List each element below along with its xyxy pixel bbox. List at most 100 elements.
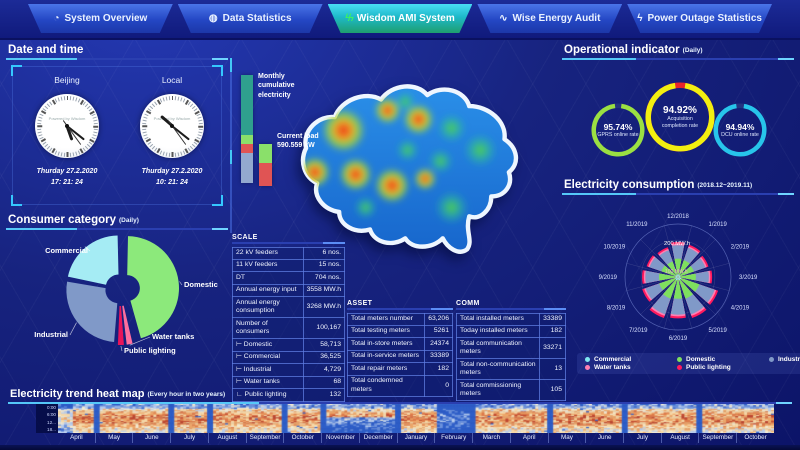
asset-title: ASSET	[347, 300, 373, 307]
legend-item-commercial[interactable]: Commercial	[585, 356, 673, 363]
legend-label: Commercial	[594, 356, 632, 363]
rose-wedge	[674, 258, 682, 277]
table-row: DT 704 nos.	[232, 271, 346, 285]
tab-system-overview[interactable]: ◔ System Overview	[28, 4, 173, 33]
table-row: ⊢ Domestic 58,713	[232, 338, 346, 352]
rose-month-label: 5/2019	[709, 328, 728, 334]
panel-title: Electricity consumption (2018.12~2019.11)	[564, 179, 753, 191]
vertical-rail	[230, 58, 232, 233]
current-load-value: 590.559 kW	[277, 142, 315, 150]
rose-month-label: 9/2019	[599, 275, 618, 281]
pie-slice-water-tanks[interactable]	[122, 305, 133, 345]
rose-month-label: 3/2019	[739, 275, 758, 281]
ring-value: 95.74%	[603, 121, 633, 132]
table-row: Total in-store meters 24374	[346, 337, 453, 351]
rose-wedge	[677, 274, 679, 277]
consumer-pie-chart: Domestic Water tanks Public lighting Indust…	[34, 235, 218, 355]
legend-dot	[585, 357, 590, 362]
rose-month-label: 7/2019	[629, 328, 648, 334]
legend-dot	[585, 365, 590, 370]
rose-wedge	[658, 273, 678, 281]
rose-wedge	[678, 277, 682, 280]
heatmap-month-label: July	[623, 433, 661, 443]
heatmap-month-label: April	[70, 434, 83, 441]
stats-icon: ◍	[208, 12, 218, 24]
ring-label: DCU online rate	[721, 131, 759, 138]
rose-month-label: 6/2019	[669, 336, 688, 342]
table-row: Annual energy input 3558 MW.h	[232, 283, 346, 298]
rose-month-label: 12/2018	[667, 214, 689, 220]
tab-data-statistics[interactable]: ◍ Data Statistics	[177, 4, 323, 33]
rose-wedge	[678, 260, 690, 277]
rose-wedge	[663, 277, 678, 299]
table-row: Total meters number 63,206	[346, 312, 453, 327]
pie-label-domestic: Domestic	[184, 280, 218, 289]
rose-wedge	[678, 277, 693, 299]
panel-underline	[6, 228, 228, 230]
pie-label-industrial: Industrial	[34, 330, 68, 339]
legend-item-water-tanks[interactable]: Water tanks	[585, 364, 673, 371]
rose-month-label: 4/2019	[731, 306, 750, 312]
asset-table: Total meters number 63,206 Total testing m…	[346, 312, 453, 397]
operational-indicator-panel: Operational indicator (Daily) 95.74% GPRS…	[562, 42, 794, 175]
country-heat-map	[300, 84, 519, 254]
scale-table-block: SCALE 22 kV feeders 6 nos. 11 kV feeders 15…	[232, 234, 346, 402]
table-row: Annual energy consumption 3268 MW.h	[232, 296, 346, 319]
table-row: ⊢ Industrial 4,729	[232, 363, 346, 377]
table-row: Total installed meters 33389	[455, 312, 566, 327]
chart-legend: Commercial Domestic Industrial Water tanks P…	[577, 353, 800, 374]
table-row: Today installed meters 182	[455, 324, 566, 339]
heatmap-month-axis: April May June July August September October No…	[58, 433, 774, 443]
table-row: Total testing meters 5261	[346, 324, 453, 339]
pie-slice-commercial[interactable]	[67, 235, 119, 285]
legend-item-domestic[interactable]: Domestic	[677, 356, 765, 363]
pie-label-commercial: Commercial	[45, 246, 88, 255]
rose-month-label: 1/2019	[709, 222, 728, 228]
tab-wise-energy-audit[interactable]: ∿ Wise Energy Audit	[477, 4, 623, 33]
rose-wedge	[678, 277, 700, 292]
pie-slice-domestic[interactable]	[127, 236, 180, 339]
pie-slice-public-lighting[interactable]	[117, 306, 124, 346]
legend-label: Industrial	[778, 356, 800, 363]
legend-dot	[677, 365, 682, 370]
rose-wedge	[678, 275, 681, 277]
rose-month-label: 8/2019	[607, 306, 626, 312]
clock-date-beijing: Thurday 27.2.2020 17: 21: 24	[36, 168, 98, 187]
bar-segment	[241, 144, 253, 153]
panel-underline	[6, 58, 228, 60]
clock-watermark: Powered by Wisdom	[48, 116, 86, 122]
analog-clock-local: Powered by Wisdom	[140, 94, 204, 158]
heatmap-y-axis: 0:00 6:00 12... 18...	[36, 404, 58, 433]
table-row: Total commissioning meters 105	[455, 379, 566, 402]
monthly-cumulative-bar	[241, 75, 253, 183]
ring-label: Acquisition completion rate	[661, 115, 699, 129]
tab-wisdom-ami-system[interactable]: ϟϟ Wisdom AMI System	[327, 4, 473, 33]
heatmap-canvas	[58, 404, 774, 433]
consumption-rose-chart: 12/2018 1/2019 2/2019 3/2019 4/2019 5/2019 6/2…	[599, 214, 758, 342]
rose-wedge	[678, 273, 696, 281]
heatmap-month-label: June	[585, 433, 623, 443]
legend-item-industrial[interactable]: Industrial	[769, 356, 800, 363]
heatmap-month-label: August	[207, 433, 246, 443]
heatmap-month-label: May	[94, 433, 133, 443]
pie-label-water-tanks: Water tanks	[152, 332, 194, 341]
current-load-bar	[259, 144, 272, 186]
rose-wedge	[675, 277, 678, 281]
asset-table-block: ASSET Total meters number 63,206 Total tes…	[346, 300, 453, 397]
rose-wedge	[676, 274, 678, 277]
comm-table: Total installed meters 33389 Today install…	[455, 312, 566, 402]
pie-slice-industrial[interactable]	[66, 281, 118, 342]
table-row: ⊢ Commercial 36,525	[232, 350, 346, 365]
pie-label-public-lighting: Public lighting	[124, 346, 176, 355]
comm-table-block: COMM Total installed meters 33389 Today in…	[455, 300, 566, 402]
rose-radius-label: 200 MW.h	[664, 241, 690, 247]
legend-item-public-lighting[interactable]: Public lighting	[677, 364, 765, 371]
table-row: Total repair meters 182	[346, 362, 453, 376]
rose-wedge	[677, 277, 679, 281]
ring-value: 94.94%	[725, 121, 755, 132]
panel-underline	[562, 58, 794, 60]
bottom-bar	[0, 445, 800, 450]
monthly-bar-label: Monthly cumulative electricity	[258, 73, 295, 99]
tab-power-outage-statistics[interactable]: ϟ Power Outage Statistics	[627, 4, 772, 33]
rose-month-label: 10/2019	[603, 245, 625, 251]
